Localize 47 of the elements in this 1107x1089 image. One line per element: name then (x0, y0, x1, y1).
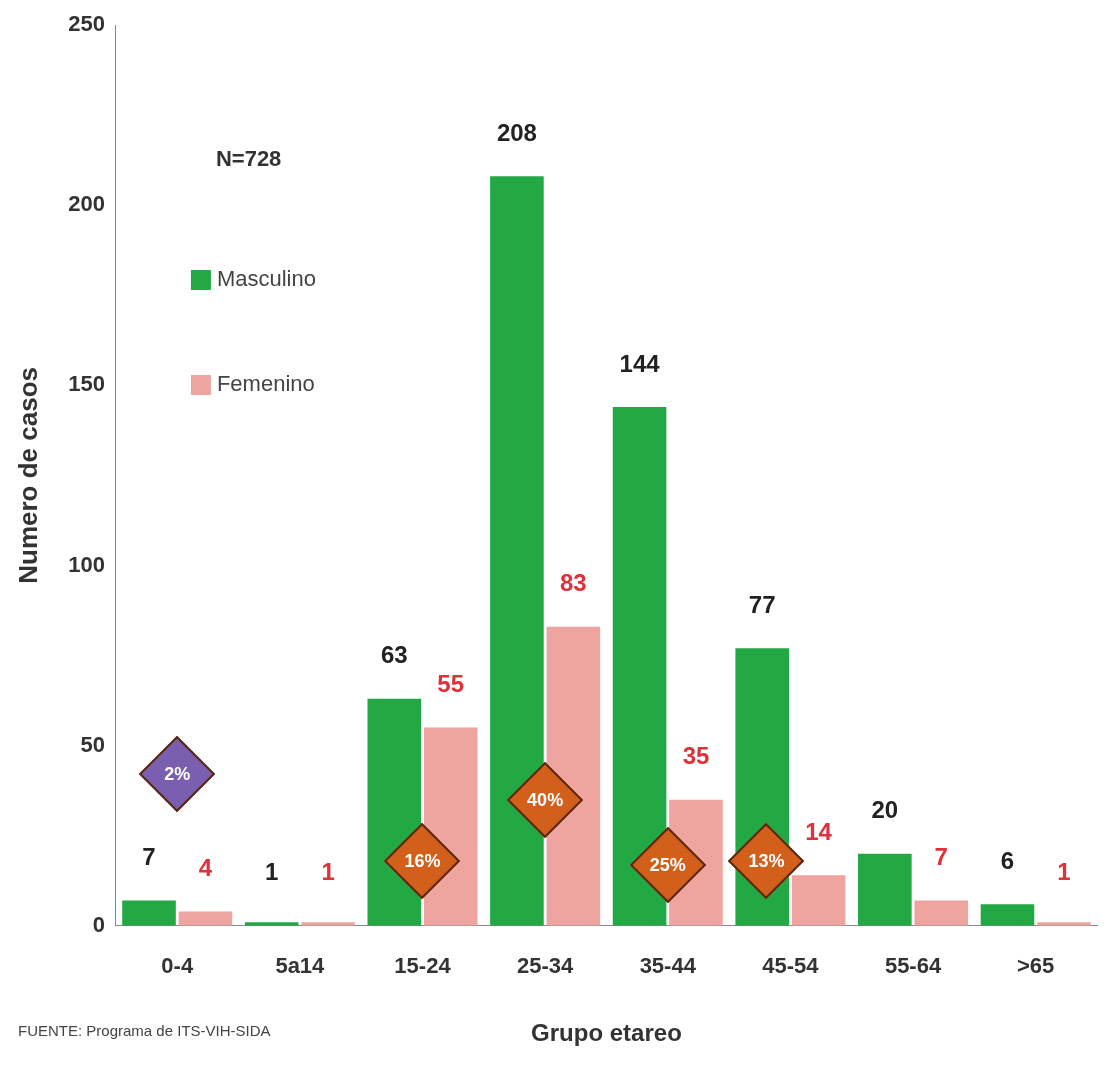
bar (178, 911, 233, 926)
data-label: 6 (1000, 846, 1015, 874)
x-axis-title: Grupo etareo (531, 1019, 682, 1047)
y-tick-label: 250 (68, 11, 105, 37)
data-label: 35 (682, 742, 710, 770)
legend-label: Femenino (216, 371, 315, 397)
data-label: 14 (805, 817, 833, 845)
data-label: 20 (871, 796, 899, 824)
y-tick-label: 0 (92, 911, 105, 937)
data-label: 4 (198, 854, 213, 882)
data-label: 1 (321, 858, 335, 886)
bar (122, 900, 176, 926)
x-tick-label: 0-4 (161, 953, 194, 979)
data-label: 208 (496, 118, 537, 146)
annotation: 25% (648, 854, 687, 875)
x-tick-label: 25-34 (516, 953, 575, 979)
annotation: 13% (747, 850, 786, 871)
x-tick-label: 15-24 (394, 953, 452, 979)
annotation: 16% (403, 850, 442, 871)
data-label: 7 (142, 843, 156, 871)
data-label: 63 (380, 641, 408, 669)
bar (980, 904, 1035, 926)
x-tick-label: >65 (1017, 953, 1055, 979)
y-axis-title: Numero de casos (12, 367, 43, 584)
annotation: N=728 (215, 146, 282, 172)
bar (858, 853, 912, 926)
data-label: 83 (559, 569, 587, 597)
data-label: 1 (264, 858, 279, 886)
y-tick-label: 100 (68, 551, 105, 577)
data-label: 7 (934, 843, 948, 871)
bar (791, 875, 846, 926)
data-label: 55 (437, 670, 465, 698)
y-tick-label: 150 (68, 371, 105, 397)
x-tick-label: 35-44 (639, 953, 697, 979)
data-label: 1 (1057, 858, 1071, 886)
x-tick-label: 5a14 (275, 953, 326, 979)
legend-label: Masculino (216, 266, 316, 292)
x-tick-label: 45-54 (762, 953, 820, 979)
x-tick-label: 55-64 (884, 953, 942, 979)
source-note: FUENTE: Programa de ITS-VIH-SIDA (18, 1022, 271, 1040)
data-label: 144 (619, 349, 661, 377)
y-tick-label: 200 (68, 191, 105, 217)
annotation: 2% (163, 764, 192, 785)
annotation: 40% (526, 789, 565, 810)
bar (914, 900, 969, 926)
data-label: 77 (748, 590, 776, 618)
y-tick-label: 50 (80, 731, 105, 757)
